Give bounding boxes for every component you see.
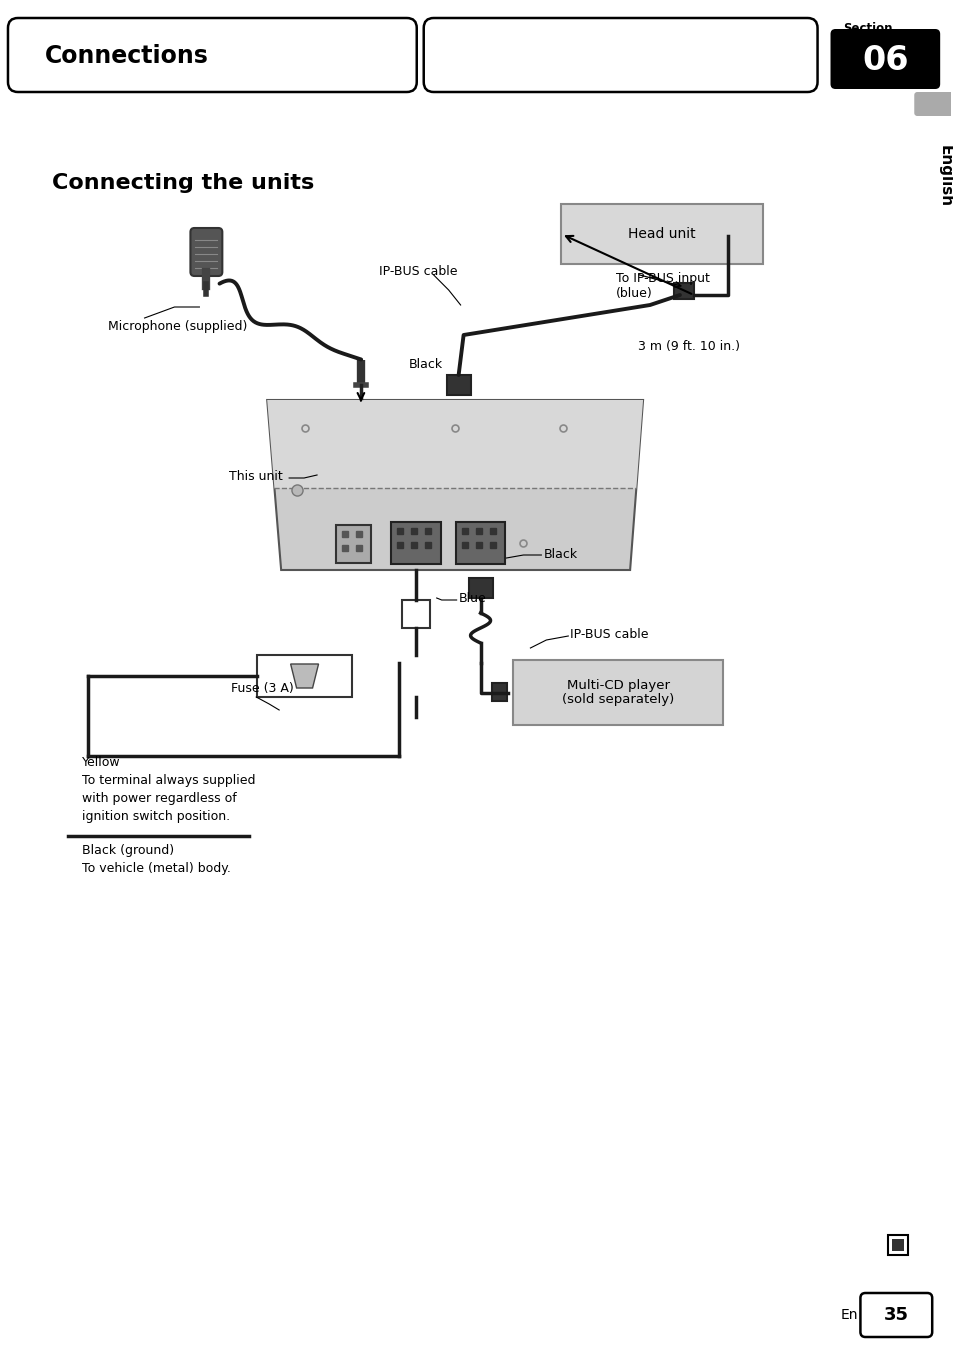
Text: To IP-BUS input
(blue): To IP-BUS input (blue): [616, 272, 709, 300]
FancyBboxPatch shape: [191, 228, 222, 276]
Text: Black: Black: [543, 548, 577, 561]
Polygon shape: [291, 664, 318, 688]
Polygon shape: [267, 400, 642, 571]
Text: IP-BUS cable: IP-BUS cable: [570, 627, 648, 641]
FancyBboxPatch shape: [891, 1238, 903, 1251]
FancyBboxPatch shape: [830, 28, 940, 89]
Text: 06: 06: [862, 43, 907, 77]
Text: En: En: [840, 1307, 858, 1322]
Text: Connections: Connections: [45, 45, 209, 68]
FancyBboxPatch shape: [913, 92, 953, 116]
FancyBboxPatch shape: [401, 600, 429, 627]
FancyBboxPatch shape: [491, 683, 507, 700]
Text: Multi-CD player
(sold separately): Multi-CD player (sold separately): [561, 679, 674, 707]
Text: Blue: Blue: [458, 592, 486, 604]
FancyBboxPatch shape: [391, 522, 440, 564]
Text: Microphone (supplied): Microphone (supplied): [108, 320, 247, 333]
FancyBboxPatch shape: [335, 525, 371, 562]
FancyBboxPatch shape: [468, 579, 492, 598]
Text: 3 m (9 ft. 10 in.): 3 m (9 ft. 10 in.): [638, 339, 740, 353]
FancyBboxPatch shape: [8, 18, 416, 92]
FancyBboxPatch shape: [456, 522, 505, 564]
Text: This unit: This unit: [229, 470, 283, 483]
FancyBboxPatch shape: [446, 375, 470, 395]
Text: Connecting the units: Connecting the units: [51, 173, 314, 193]
Text: Section: Section: [841, 22, 891, 35]
Text: 35: 35: [882, 1306, 908, 1324]
FancyBboxPatch shape: [513, 660, 722, 725]
FancyBboxPatch shape: [673, 283, 693, 299]
FancyBboxPatch shape: [560, 204, 761, 264]
FancyBboxPatch shape: [257, 654, 352, 698]
Text: Black: Black: [408, 358, 442, 370]
FancyBboxPatch shape: [887, 1234, 907, 1255]
FancyBboxPatch shape: [423, 18, 817, 92]
Text: Fuse (3 A): Fuse (3 A): [231, 681, 294, 695]
Text: English: English: [937, 145, 952, 207]
Text: Yellow
To terminal always supplied
with power regardless of
ignition switch posi: Yellow To terminal always supplied with …: [82, 756, 255, 823]
Text: Head unit: Head unit: [627, 227, 695, 241]
FancyBboxPatch shape: [860, 1293, 931, 1337]
Text: IP-BUS cable: IP-BUS cable: [378, 265, 456, 279]
Polygon shape: [267, 400, 642, 488]
Text: Black (ground)
To vehicle (metal) body.: Black (ground) To vehicle (metal) body.: [82, 844, 231, 875]
